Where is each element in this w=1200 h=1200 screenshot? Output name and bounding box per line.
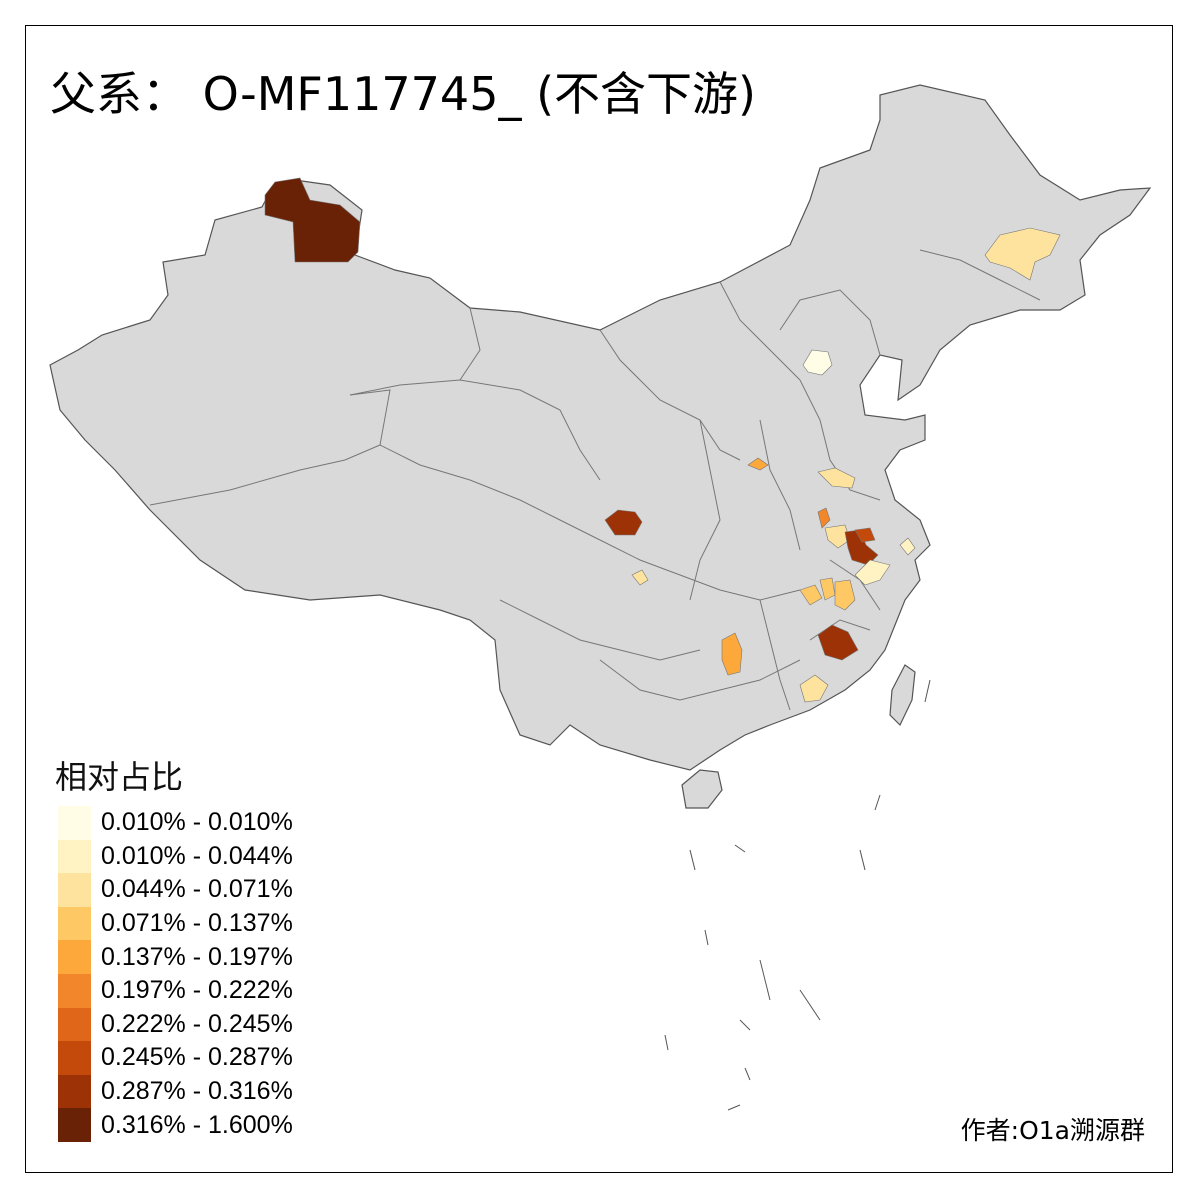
legend-label: 0.137% - 0.197% <box>101 942 293 971</box>
province-borders <box>149 249 1041 711</box>
legend-label: 0.197% - 0.222% <box>101 976 293 1005</box>
legend-swatch <box>58 839 91 874</box>
legend-title: 相对占比 <box>55 758 184 796</box>
region-gansu <box>604 509 643 536</box>
region-hebei <box>802 349 833 376</box>
hainan-island <box>681 769 723 809</box>
legend-swatch <box>58 873 91 907</box>
region-anhui-4 <box>854 527 876 543</box>
legend-swatch <box>58 806 91 840</box>
region-anhui-1 <box>817 507 831 529</box>
legend-label: 0.010% - 0.044% <box>101 841 293 870</box>
legend-row: 0.287% - 0.316% <box>58 1074 293 1109</box>
legend-swatch <box>58 1074 91 1109</box>
legend-row: 0.010% - 0.010% <box>58 806 293 840</box>
region-shandong <box>817 467 856 489</box>
legend-label: 0.044% - 0.071% <box>101 875 293 904</box>
legend-row: 0.197% - 0.222% <box>58 973 293 1008</box>
legend-label: 0.010% - 0.010% <box>101 808 293 837</box>
legend-swatch <box>58 906 91 941</box>
region-hunan <box>721 632 743 676</box>
legend-row: 0.044% - 0.071% <box>58 873 293 907</box>
legend: 0.010% - 0.010% 0.010% - 0.044% 0.044% -… <box>58 806 293 1142</box>
legend-row: 0.316% - 1.600% <box>58 1108 293 1142</box>
legend-label: 0.222% - 0.245% <box>101 1009 293 1038</box>
legend-swatch <box>58 1007 91 1042</box>
author-credit: 作者:O1a溯源群 <box>960 1116 1145 1145</box>
legend-label: 0.071% - 0.137% <box>101 909 293 938</box>
region-jiangxi-3 <box>834 579 856 611</box>
region-jiangsu <box>899 537 916 556</box>
region-anhui-2 <box>824 524 851 549</box>
legend-label: 0.287% - 0.316% <box>101 1077 293 1106</box>
region-shanxi-spot <box>747 457 769 471</box>
legend-row: 0.245% - 0.287% <box>58 1041 293 1075</box>
region-heilongjiang <box>984 227 1061 281</box>
legend-swatch <box>58 973 91 1008</box>
highlighted-regions <box>264 177 1061 703</box>
south-sea-islands <box>664 679 931 1111</box>
region-guangdong <box>799 674 829 703</box>
legend-row: 0.137% - 0.197% <box>58 940 293 974</box>
region-fujian <box>817 624 859 661</box>
region-jiangxi-1 <box>799 584 823 606</box>
legend-swatch <box>58 1108 91 1142</box>
legend-row: 0.071% - 0.137% <box>58 906 293 941</box>
legend-label: 0.245% - 0.287% <box>101 1043 293 1072</box>
legend-swatch <box>58 1041 91 1075</box>
legend-row: 0.010% - 0.044% <box>58 839 293 874</box>
legend-label: 0.316% - 1.600% <box>101 1110 293 1139</box>
region-altay <box>264 177 361 263</box>
legend-swatch <box>58 940 91 974</box>
region-zhejiang <box>854 559 891 586</box>
legend-row: 0.222% - 0.245% <box>58 1007 293 1042</box>
china-landmass <box>49 84 1152 771</box>
map-title: 父系： O-MF117745_ (不含下游) <box>50 67 756 121</box>
taiwan-island <box>889 664 916 727</box>
region-sichuan-spot <box>631 569 649 586</box>
